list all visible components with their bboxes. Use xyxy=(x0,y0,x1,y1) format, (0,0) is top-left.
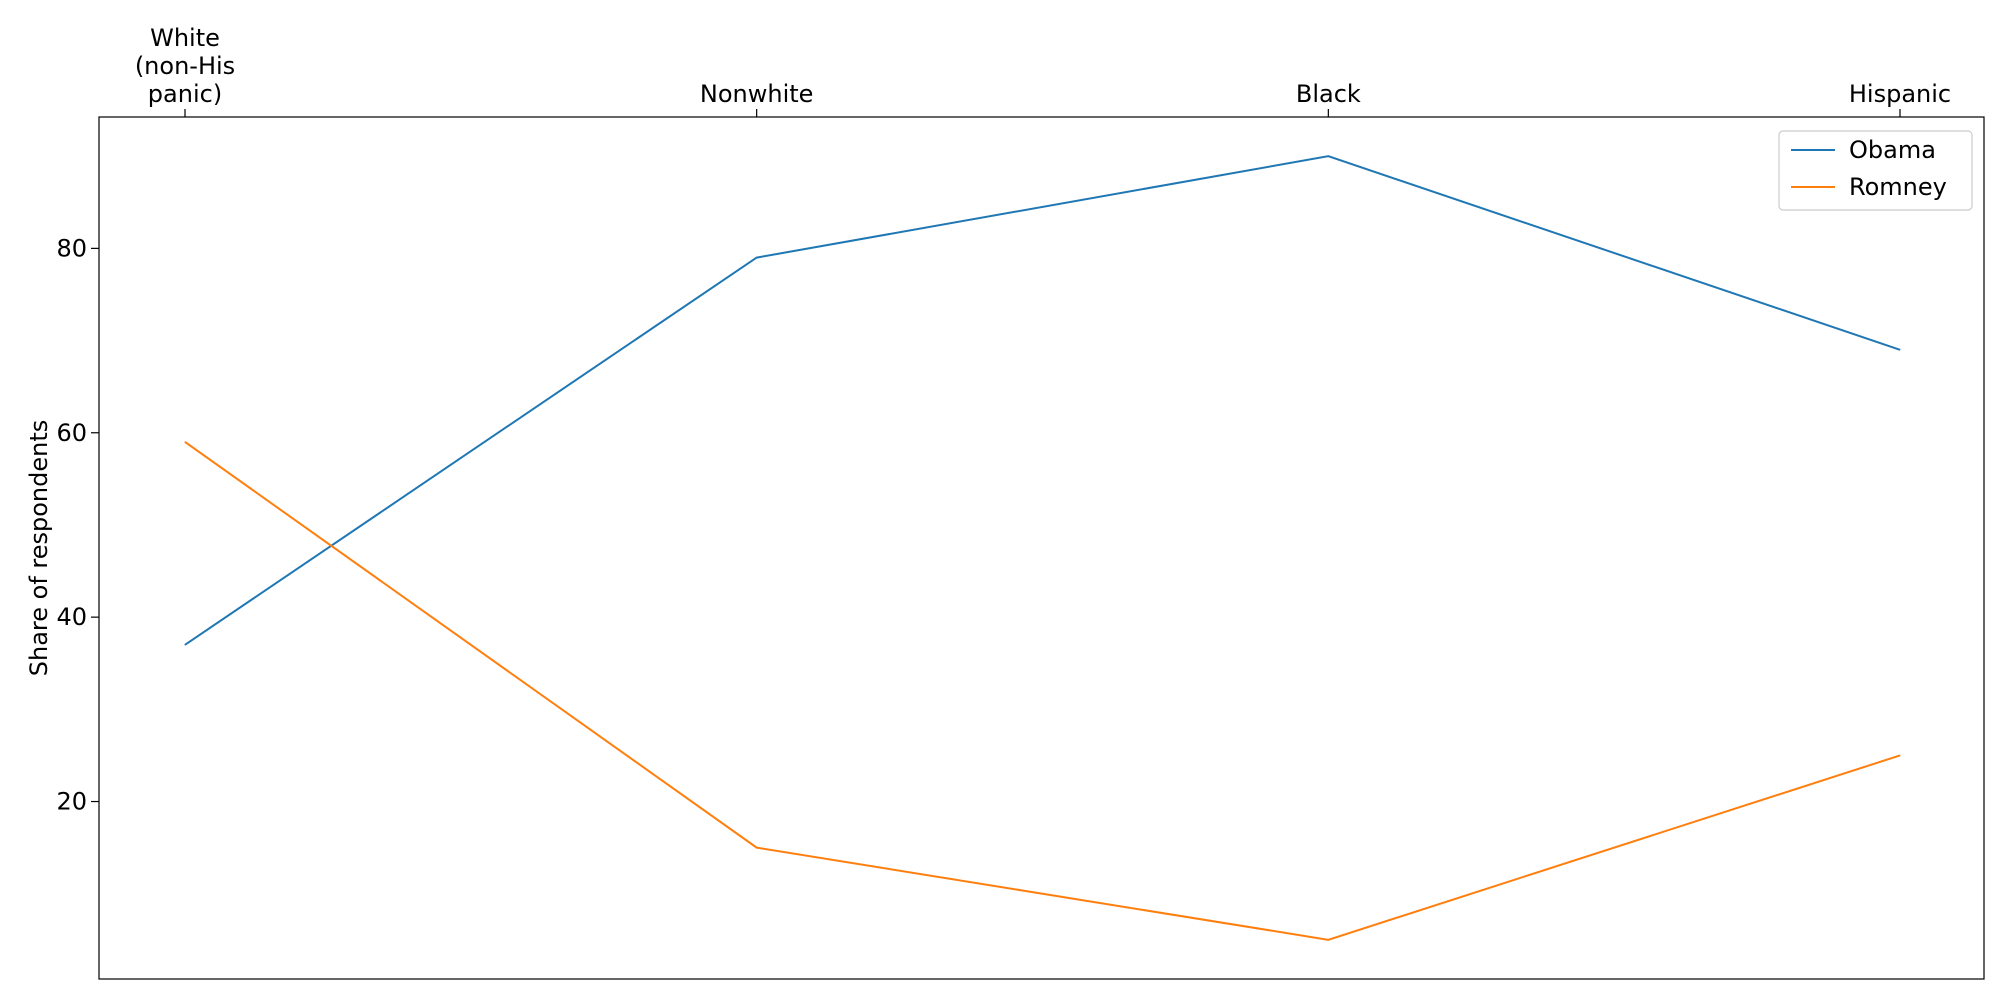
x-tick-label: panic) xyxy=(148,80,222,108)
legend-label-romney: Romney xyxy=(1849,173,1947,201)
y-tick-label: 40 xyxy=(56,603,87,631)
data-point xyxy=(184,644,186,646)
series-line-romney xyxy=(184,441,1901,941)
x-axis: White(non-Hispanic) Nonwhite Black Hispanic xyxy=(135,24,1951,117)
data-point xyxy=(1327,939,1329,941)
data-point xyxy=(756,847,758,849)
series-layer xyxy=(184,155,1901,941)
plot-area xyxy=(99,117,1984,979)
y-axis: 20 40 60 80 xyxy=(56,234,99,816)
series-line-obama xyxy=(184,155,1901,646)
data-point xyxy=(1899,349,1901,351)
x-tick-label: Black xyxy=(1296,80,1361,108)
x-tick-label: (non-His xyxy=(135,52,235,80)
y-tick-label: 60 xyxy=(56,419,87,447)
x-tick-label: Nonwhite xyxy=(700,80,814,108)
legend-label-obama: Obama xyxy=(1849,136,1936,164)
data-point xyxy=(1899,754,1901,756)
data-point xyxy=(184,441,186,443)
plot-frame xyxy=(98,116,1985,980)
data-point xyxy=(756,257,758,259)
x-tick-label: Hispanic xyxy=(1849,80,1951,108)
y-axis-title: Share of respondents xyxy=(25,420,53,677)
data-point xyxy=(1327,155,1329,157)
y-tick-label: 80 xyxy=(56,234,87,262)
y-tick-label: 20 xyxy=(56,788,87,816)
legend: Obama Romney xyxy=(1778,130,1973,211)
x-tick-label: White xyxy=(150,24,220,52)
